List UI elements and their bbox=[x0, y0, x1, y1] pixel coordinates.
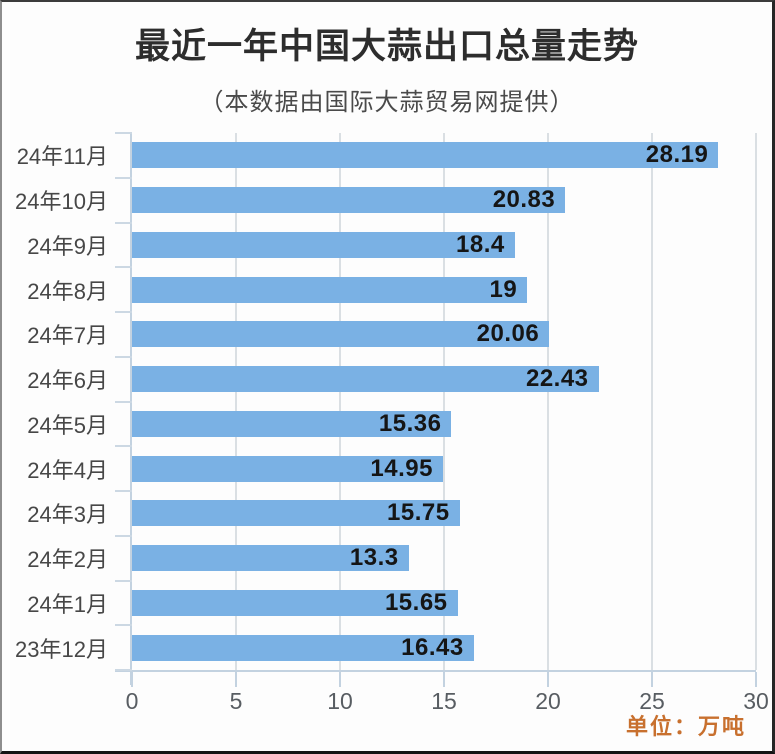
category-label: 23年12月 bbox=[15, 636, 108, 662]
bar-value-label: 28.19 bbox=[645, 141, 709, 169]
x-axis-tick-5 bbox=[235, 672, 237, 687]
category-label: 24年6月 bbox=[27, 368, 108, 394]
gridline-20 bbox=[547, 133, 549, 670]
category-label: 24年7月 bbox=[27, 323, 108, 349]
y-axis-tick bbox=[115, 176, 132, 179]
x-axis-tick-label: 15 bbox=[431, 688, 457, 714]
x-axis-tick-label: 30 bbox=[743, 688, 769, 714]
gridline-30 bbox=[755, 133, 757, 670]
x-axis-tick-15 bbox=[443, 672, 445, 687]
category-label: 24年4月 bbox=[27, 457, 108, 483]
bar-value-label: 13.3 bbox=[349, 544, 399, 572]
bar-value-label: 20.83 bbox=[492, 186, 556, 214]
x-axis-tick-label: 10 bbox=[327, 688, 353, 714]
y-axis-tick bbox=[115, 266, 132, 269]
bar-value-label: 19 bbox=[489, 275, 518, 303]
gridline-5 bbox=[235, 133, 237, 670]
bar-24年10月: 20.83 bbox=[132, 186, 566, 214]
x-axis-tick-label: 5 bbox=[229, 688, 243, 714]
y-axis-tick bbox=[115, 445, 132, 448]
bar-24年3月: 15.75 bbox=[132, 499, 460, 527]
bar-24年9月: 18.4 bbox=[132, 230, 515, 258]
y-axis-tick bbox=[115, 355, 132, 358]
y-axis-line bbox=[130, 133, 132, 685]
gridline-10 bbox=[339, 133, 341, 670]
bar-value-label: 14.95 bbox=[370, 454, 433, 482]
gridline-25 bbox=[651, 133, 653, 670]
bar-24年6月: 22.43 bbox=[132, 365, 599, 393]
bar-24年5月: 15.36 bbox=[132, 409, 452, 437]
category-label: 24年5月 bbox=[27, 412, 108, 438]
bar-value-label: 15.65 bbox=[384, 588, 448, 616]
bar-24年11月: 28.19 bbox=[132, 141, 719, 169]
bar-value-label: 18.4 bbox=[456, 230, 505, 258]
chart-title: 最近一年中国大蒜出口总量走势 bbox=[134, 27, 639, 66]
x-axis-line bbox=[115, 670, 756, 672]
chart-subtitle: （本数据由国际大蒜贸易网提供） bbox=[199, 89, 575, 116]
x-axis-tick-0 bbox=[131, 672, 133, 687]
category-label: 24年8月 bbox=[27, 278, 108, 304]
x-axis-tick-10 bbox=[339, 672, 341, 687]
bar-24年8月: 19 bbox=[132, 275, 528, 303]
y-axis-tick bbox=[115, 534, 132, 537]
y-axis-tick bbox=[115, 579, 132, 582]
bar-24年7月: 20.06 bbox=[132, 320, 550, 348]
y-axis-tick bbox=[115, 624, 132, 627]
unit-note: 单位：万吨 bbox=[625, 714, 746, 739]
category-label: 24年9月 bbox=[27, 233, 108, 259]
x-axis-tick-20 bbox=[547, 672, 549, 687]
category-label: 24年10月 bbox=[15, 189, 108, 215]
bar-value-label: 16.43 bbox=[401, 633, 464, 661]
y-axis-tick bbox=[115, 311, 132, 313]
x-axis-tick-label: 20 bbox=[535, 688, 561, 714]
bar-23年12月: 16.43 bbox=[132, 633, 474, 661]
bar-value-label: 20.06 bbox=[476, 320, 540, 348]
y-axis-tick bbox=[115, 490, 132, 492]
y-axis-tick bbox=[115, 132, 132, 134]
category-axis-labels: 24年11月 24年10月 24年9月 24年8月 24年7月 24年6月 24年5月 24年… bbox=[2, 133, 108, 670]
gridline-15 bbox=[443, 133, 445, 670]
category-label: 24年11月 bbox=[16, 144, 108, 170]
y-axis-tick bbox=[115, 669, 132, 671]
plot-area: 28.19 20.83 18.4 19 20.06 22.43 15.36 14.95 15.7… bbox=[115, 132, 757, 687]
x-axis-tick-label: 0 bbox=[125, 688, 139, 714]
category-label: 24年1月 bbox=[27, 591, 108, 617]
x-axis-tick-30 bbox=[755, 672, 757, 687]
bar-value-label: 15.75 bbox=[387, 499, 450, 527]
category-label: 24年3月 bbox=[27, 502, 108, 528]
bar-value-label: 15.36 bbox=[378, 409, 442, 437]
x-axis-tick-25 bbox=[651, 672, 653, 687]
bar-value-label: 22.43 bbox=[525, 365, 589, 393]
y-axis-tick bbox=[115, 400, 132, 403]
bar-24年1月: 15.65 bbox=[132, 588, 458, 616]
y-axis-tick bbox=[115, 221, 132, 224]
bar-24年4月: 14.95 bbox=[132, 454, 443, 482]
category-label: 24年2月 bbox=[27, 547, 108, 573]
bar-24年2月: 13.3 bbox=[132, 544, 409, 572]
